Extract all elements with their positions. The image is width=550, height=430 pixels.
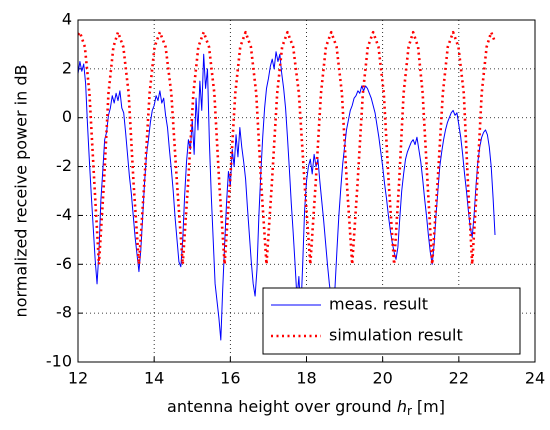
y-axis-label: normalized receive power in dB — [12, 65, 31, 318]
y-tick-label: -6 — [56, 254, 72, 273]
legend-label: simulation result — [329, 326, 463, 345]
x-tick-label: 18 — [296, 369, 316, 388]
series-line — [78, 30, 497, 266]
x-label-text: antenna height over ground — [167, 397, 392, 416]
x-tick-label: 22 — [449, 369, 469, 388]
plot-frame — [77, 19, 536, 363]
x-label-symbol: h — [397, 397, 407, 416]
x-label-unit: [m] — [417, 397, 445, 416]
y-tick-label: -2 — [56, 156, 72, 175]
x-tick-label: 14 — [144, 369, 164, 388]
y-tick-label: -4 — [56, 205, 72, 224]
y-tick-label: 0 — [62, 107, 72, 126]
legend-label: meas. result — [329, 295, 428, 314]
x-tick-label: 16 — [220, 369, 240, 388]
x-axis-label: antenna height over ground hr [m] — [167, 397, 445, 418]
x-label-subscript: r — [407, 404, 412, 418]
y-tick-label: 4 — [62, 10, 72, 29]
x-tick-label: 12 — [68, 369, 88, 388]
x-tick-label: 24 — [525, 369, 545, 388]
y-tick-label: -8 — [56, 303, 72, 322]
y-tick-label: 2 — [62, 58, 72, 77]
x-tick-label: 20 — [372, 369, 392, 388]
y-tick-label: -10 — [46, 352, 72, 371]
legend-box — [262, 287, 521, 355]
